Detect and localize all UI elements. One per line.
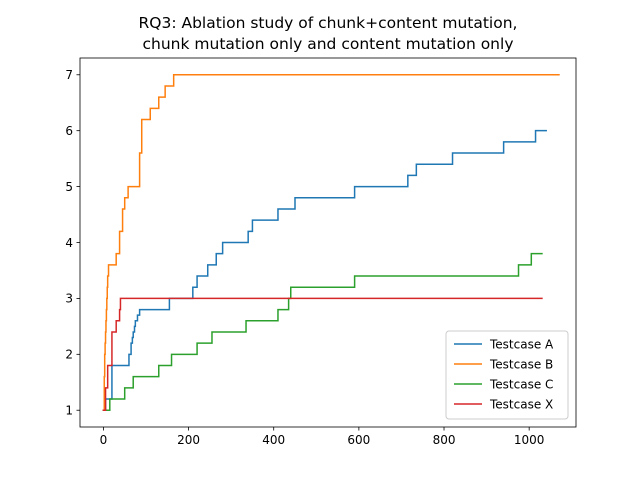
y-tick-label-1: 2 [65, 348, 73, 362]
x-tick-label-2: 400 [262, 433, 285, 447]
legend-label-2: Testcase C [489, 377, 553, 391]
series-line-1 [102, 74, 560, 411]
series-line-0 [102, 129, 547, 411]
y-tick-label-6: 7 [65, 68, 73, 82]
y-tick-label-3: 4 [65, 236, 73, 250]
x-tick-label-4: 800 [433, 433, 456, 447]
y-tick-label-5: 6 [65, 124, 73, 138]
series-line-2 [102, 252, 543, 411]
x-tick-label-1: 200 [177, 433, 200, 447]
legend-label-3: Testcase X [489, 397, 553, 411]
chart-title-line-2: chunk mutation only and content mutation… [143, 35, 514, 53]
chart-title-line-1: RQ3: Ablation study of chunk+content mut… [139, 14, 518, 32]
legend-label-0: Testcase A [489, 337, 554, 351]
series-layer [102, 74, 560, 411]
legend-box [445, 330, 569, 420]
y-tick-label-4: 5 [65, 180, 73, 194]
axes-layer: 0 200 400 600 800 1000 1 2 3 4 5 6 7 [65, 57, 577, 447]
x-tick-label-0: 0 [100, 433, 108, 447]
legend-label-1: Testcase B [489, 357, 553, 371]
y-tick-label-2: 3 [65, 292, 73, 306]
y-tick-label-0: 1 [65, 404, 73, 418]
legend: Testcase A Testcase B Testcase C Testcase X [445, 330, 569, 420]
x-tick-label-5: 1000 [514, 433, 545, 447]
x-tick-label-3: 600 [347, 433, 370, 447]
series-line-3 [102, 297, 543, 411]
